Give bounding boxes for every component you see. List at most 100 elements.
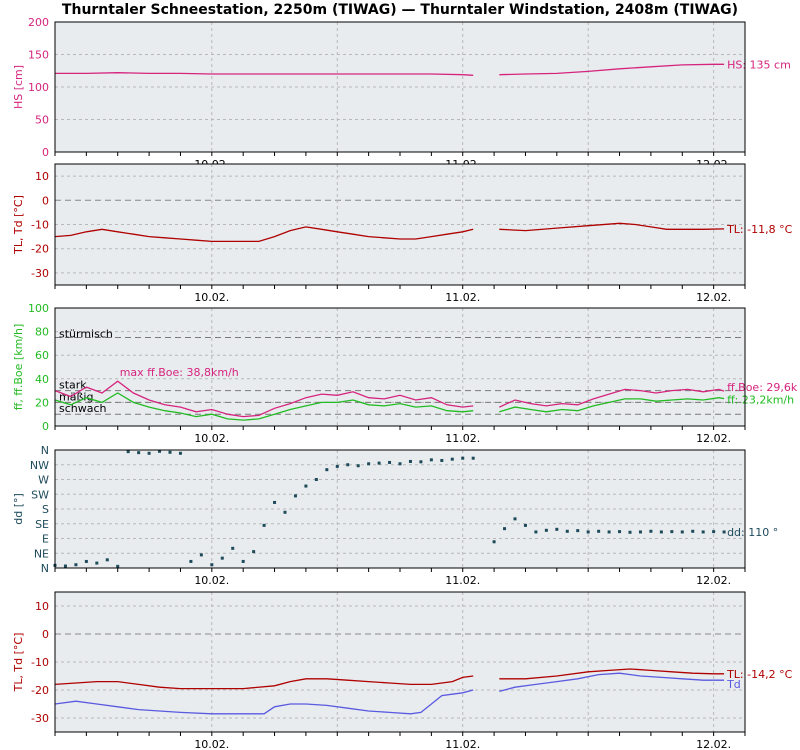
wind-direction-point: [618, 530, 622, 534]
wind-direction-point: [398, 462, 402, 466]
panel-temp_lower: -30 -20 -10 0 10 10.02. 11.02. 12.02. TL: -14,2 …: [12, 591, 793, 750]
wind-direction-point: [95, 561, 99, 565]
annotation-ffboe: ff.Boe: 29,6k: [727, 381, 798, 394]
plot-frame: [54, 449, 746, 569]
wind-direction-point: [105, 558, 109, 562]
y-tick-label: 0: [42, 194, 49, 207]
x-tick-label: 11.02.: [445, 291, 480, 304]
annotation-td: Td: [726, 678, 741, 691]
y-tick-label: 0: [42, 628, 49, 641]
y-tick-label: 0: [42, 146, 49, 159]
y-tick-label: 200: [28, 16, 49, 29]
wind-direction-point: [408, 459, 412, 463]
plot-area: [55, 308, 745, 426]
y-tick-label: 10: [35, 600, 49, 613]
wind-direction-point: [722, 530, 726, 534]
series-line-ffboe: [54, 380, 474, 418]
wind-direction-point: [701, 530, 705, 534]
plot-frame: [54, 307, 746, 427]
y-axis-label: HS [cm]: [12, 65, 25, 109]
series-line-ff: [499, 397, 725, 413]
wind-direction-point: [597, 529, 601, 533]
wind-direction-point: [356, 464, 360, 468]
wind-direction-point: [429, 458, 433, 462]
series-line-hs: [499, 63, 725, 76]
wind-direction-point: [513, 517, 517, 521]
wind-direction-point: [168, 450, 172, 454]
wind-direction-point: [555, 527, 559, 531]
y-tick-label: 150: [28, 49, 49, 62]
wind-direction-point: [325, 468, 329, 472]
series-line-tl: [499, 222, 725, 232]
y-axis-label: ff, ff.Boe [km/h]: [12, 324, 25, 411]
wind-direction-point: [659, 530, 663, 534]
y-tick-label: N: [41, 562, 49, 575]
wind-direction-point: [210, 563, 214, 567]
wind-direction-point: [576, 529, 580, 533]
y-tick-label: SE: [35, 518, 49, 531]
y-tick-label: 0: [42, 420, 49, 433]
wind-direction-point: [262, 523, 266, 527]
annotation-dd: dd: 110 °: [727, 526, 778, 539]
y-tick-label: 40: [35, 373, 49, 386]
category-label: mäßig: [59, 390, 93, 403]
wind-direction-point: [335, 464, 339, 468]
plot-frame: [54, 163, 746, 286]
wind-direction-point: [544, 528, 548, 532]
y-tick-label: -20: [31, 243, 49, 256]
y-tick-label: NE: [34, 547, 49, 560]
wind-direction-point: [241, 559, 245, 563]
y-tick-label: -10: [31, 656, 49, 669]
wind-direction-point: [440, 458, 444, 462]
y-tick-label: 100: [28, 302, 49, 315]
wind-direction-point: [461, 456, 465, 460]
x-tick-label: 11.02.: [445, 574, 480, 587]
wind-direction-point: [388, 460, 392, 464]
wind-direction-point: [523, 523, 527, 527]
category-label: stark: [59, 379, 87, 392]
panel-temp_upper: -30 -20 -10 0 10 10.02. 11.02. 12.02. TL: -11,8 …: [12, 163, 793, 304]
wind-direction-point: [691, 529, 695, 533]
y-tick-label: -30: [31, 712, 49, 725]
wind-direction-point: [304, 484, 308, 488]
x-tick-label: 12.02.: [696, 738, 731, 750]
page-title: Thurntaler Schneestation, 2250m (TIWAG) …: [61, 2, 739, 18]
wind-direction-point: [147, 451, 151, 455]
wind-direction-point: [419, 460, 423, 464]
series-line-hs: [55, 72, 474, 76]
annotation-tl: TL: -11,8 °C: [726, 223, 793, 236]
wind-direction-point: [63, 564, 67, 568]
wind-direction-point: [534, 530, 538, 534]
wind-direction-point: [471, 456, 475, 460]
x-tick-label: 12.02.: [696, 574, 731, 587]
wind-direction-point: [199, 553, 203, 557]
wind-direction-point: [377, 461, 381, 465]
wind-direction-point: [346, 463, 350, 467]
y-tick-label: 80: [35, 326, 49, 339]
series-line-td: [499, 672, 725, 693]
wind-direction-point: [680, 530, 684, 534]
wind-direction-point: [649, 529, 653, 533]
wind-direction-point: [220, 556, 224, 560]
plot-frame: [54, 591, 746, 733]
category-label: schwach: [59, 402, 107, 415]
plot-frame: [54, 21, 746, 153]
wind-direction-point: [607, 530, 611, 534]
wind-direction-point: [84, 559, 88, 563]
y-axis-label: dd [°]: [12, 493, 25, 525]
series-line-ffboe: [499, 388, 725, 408]
series-line-td: [54, 689, 474, 715]
annotation-hs: HS: 135 cm: [727, 58, 791, 71]
category-label: stürmisch: [59, 328, 113, 341]
y-tick-label: 50: [35, 114, 49, 127]
y-tick-label: -20: [31, 684, 49, 697]
wind-direction-point: [367, 462, 371, 466]
panel-snow: 05010015020010.02.11.02.12.02.HS: 135 cm…: [12, 16, 791, 171]
x-tick-label: 10.02.: [194, 291, 229, 304]
wind-direction-point: [178, 451, 182, 455]
series-line-tl: [54, 226, 474, 243]
wind-direction-point: [273, 500, 277, 504]
x-tick-label: 11.02.: [445, 738, 480, 750]
